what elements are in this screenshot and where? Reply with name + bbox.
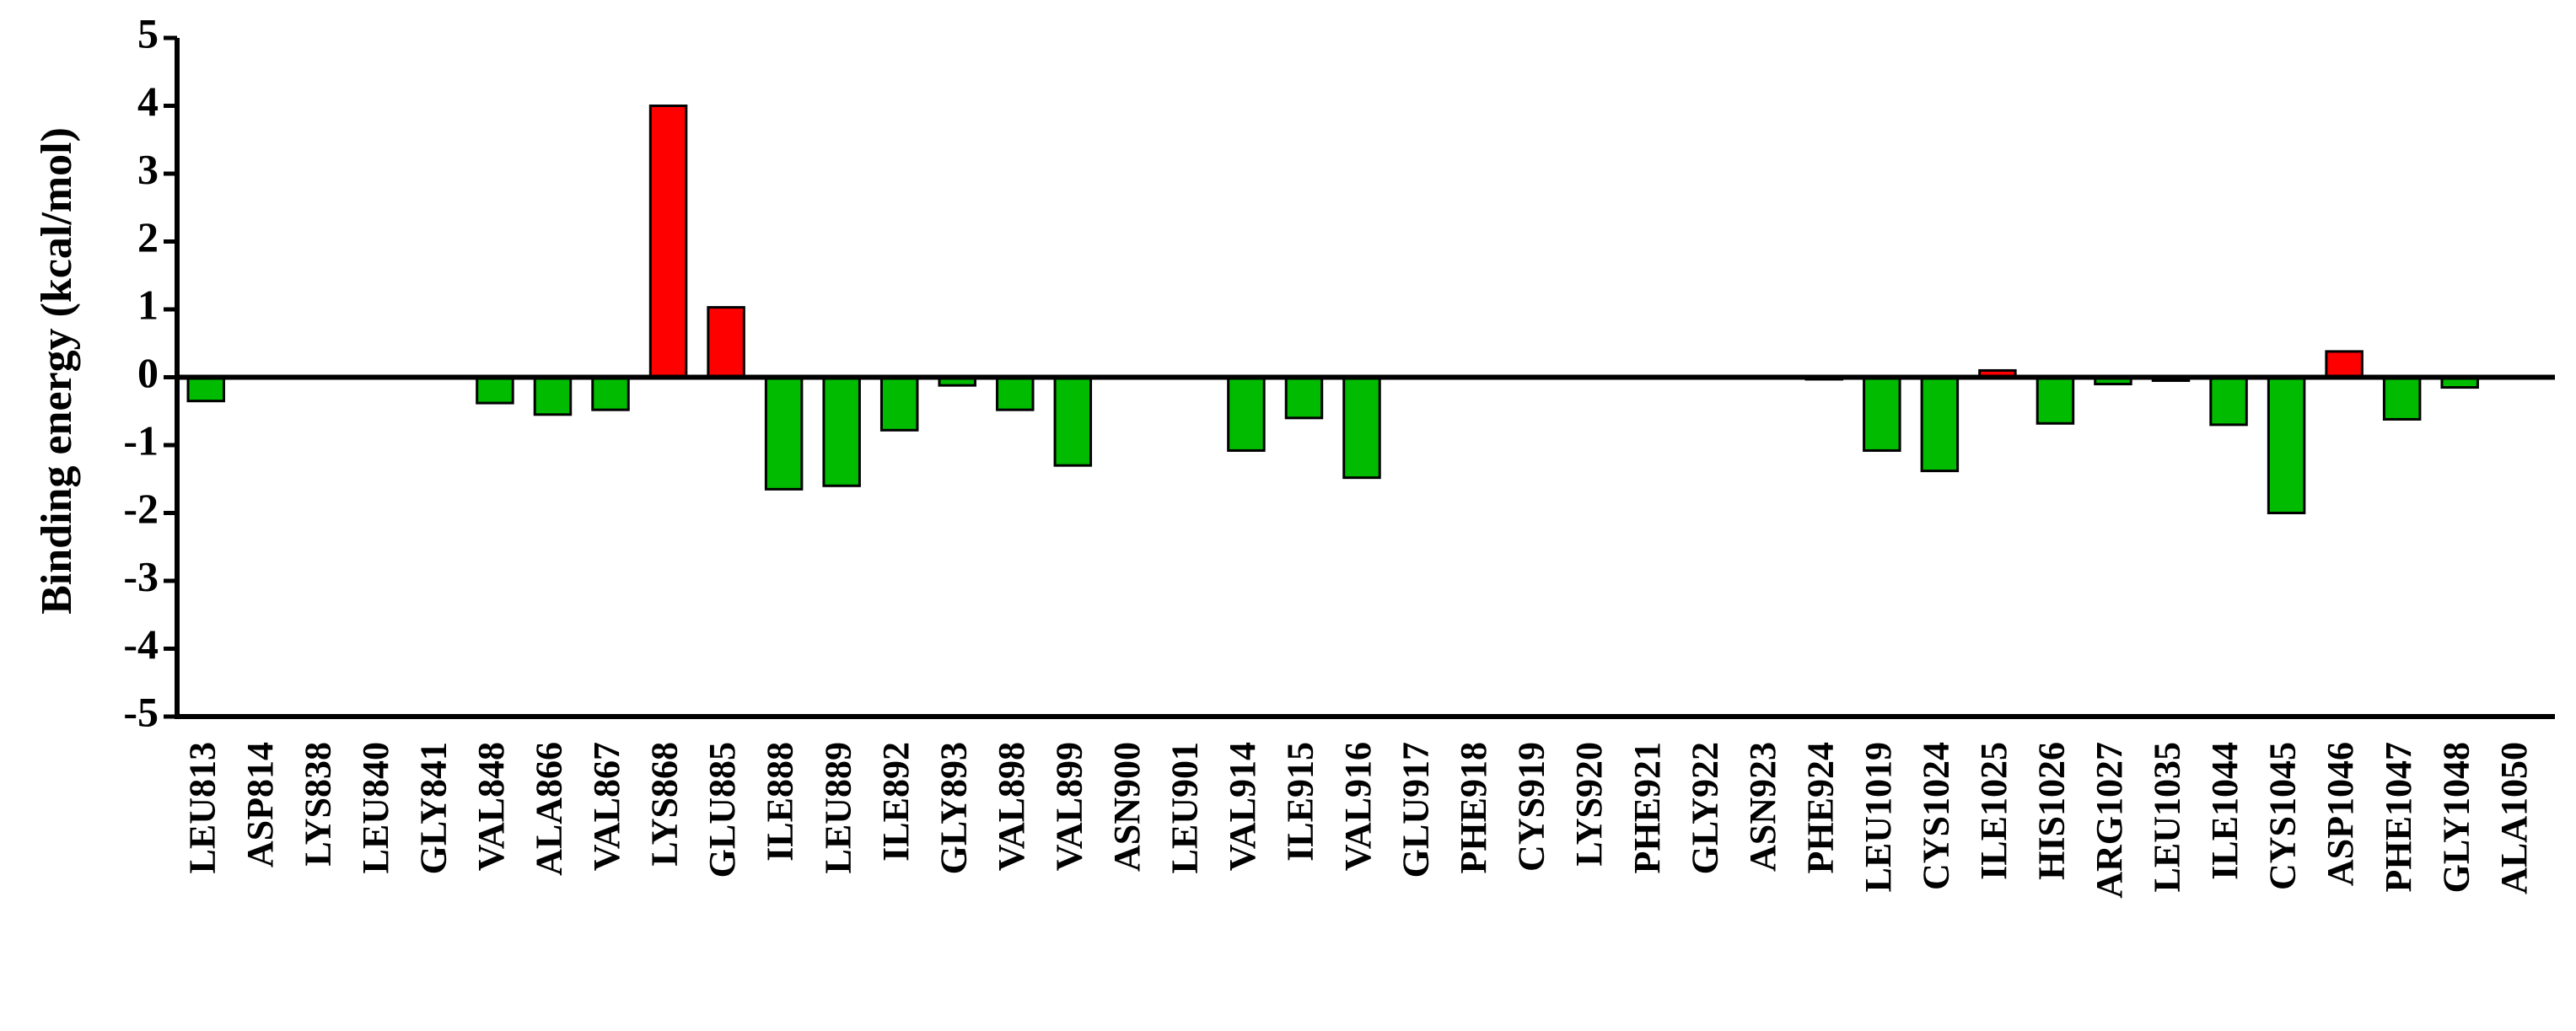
x-tick-label: CYS919 (1511, 742, 1552, 872)
bar (1863, 376, 1901, 452)
x-tick-label: ILE1025 (1973, 742, 2014, 880)
bar (2267, 376, 2306, 514)
x-tick-label: VAL898 (991, 742, 1032, 871)
y-tick-label: 2 (137, 213, 159, 260)
x-tick-label: ALA1050 (2493, 742, 2535, 894)
x-tick-label: ALA866 (529, 742, 570, 876)
bar (879, 376, 919, 432)
y-tick-label: -3 (123, 552, 159, 599)
bar (1342, 376, 1381, 480)
y-tick-label: -1 (123, 416, 159, 464)
y-tick-label: 5 (137, 9, 159, 56)
x-tick-label: ASP814 (239, 742, 281, 867)
y-tick-label: -4 (123, 620, 159, 668)
x-tick-label: VAL899 (1048, 742, 1089, 871)
y-axis-title: Binding energy (kcal/mol) (33, 127, 81, 615)
x-tick-label: CYS1024 (1915, 742, 1956, 890)
x-tick-label: ARG1027 (2089, 742, 2130, 899)
x-tick-label: CYS1045 (2262, 742, 2304, 890)
y-tick-label: -2 (123, 485, 159, 532)
bar (1920, 376, 1960, 473)
x-tick-label: ASP1046 (2320, 742, 2361, 886)
bar (2382, 376, 2422, 421)
x-tick-label: LEU1019 (1858, 742, 1899, 892)
x-tick-label: VAL916 (1337, 742, 1379, 871)
x-tick-label: GLY841 (413, 742, 454, 874)
bar (591, 376, 630, 411)
x-tick-label: GLY893 (933, 742, 974, 874)
x-tick-label: ASN900 (1106, 742, 1148, 872)
bar (822, 376, 861, 487)
bar (186, 376, 226, 403)
x-tick-label: VAL914 (1222, 742, 1263, 871)
x-tick-label: PHE921 (1627, 742, 1668, 873)
x-tick-label: GLU917 (1396, 742, 1437, 878)
y-tick-label: 3 (137, 145, 159, 192)
x-tick-label: LYS838 (297, 742, 338, 867)
bar (764, 376, 804, 491)
bar (996, 376, 1035, 411)
x-tick-label: LEU889 (817, 742, 858, 873)
y-tick-label: 1 (137, 281, 159, 328)
x-tick-label: ILE888 (760, 742, 801, 862)
x-tick-label: ILE892 (875, 742, 917, 862)
x-tick-label: LEU840 (355, 742, 396, 873)
bar (2209, 376, 2248, 427)
x-tick-label: LYS868 (644, 742, 686, 867)
bar (1227, 376, 1266, 452)
bar (2036, 376, 2075, 425)
bar (707, 306, 745, 379)
x-tick-label: ASN923 (1742, 742, 1783, 872)
x-tick-label: LYS920 (1568, 742, 1610, 867)
bar (1284, 376, 1324, 420)
x-tick-label: VAL848 (471, 742, 512, 871)
x-tick-label: LEU813 (181, 742, 223, 873)
y-tick-label: 4 (137, 78, 159, 125)
bar (476, 376, 514, 405)
x-tick-label: ILE915 (1280, 742, 1321, 862)
x-tick-label: GLU885 (702, 742, 743, 878)
x-tick-label: VAL867 (586, 742, 627, 871)
bar (2325, 350, 2364, 379)
x-tick-label: ILE1044 (2204, 742, 2245, 880)
bar (1053, 376, 1093, 467)
y-tick-label: 0 (137, 349, 159, 396)
x-tick-label: PHE924 (1799, 742, 1841, 873)
x-tick-label: PHE1047 (2378, 742, 2419, 892)
x-tick-label: GLY922 (1684, 742, 1725, 874)
bar (648, 105, 688, 379)
x-tick-label: HIS1026 (2031, 742, 2073, 880)
x-tick-label: LEU901 (1164, 742, 1205, 873)
x-tick-label: GLY1048 (2435, 742, 2477, 893)
bar (533, 376, 573, 416)
x-tick-label: PHE918 (1453, 742, 1494, 873)
x-tick-label: LEU1035 (2147, 742, 2188, 892)
y-tick-label: -5 (123, 688, 159, 735)
